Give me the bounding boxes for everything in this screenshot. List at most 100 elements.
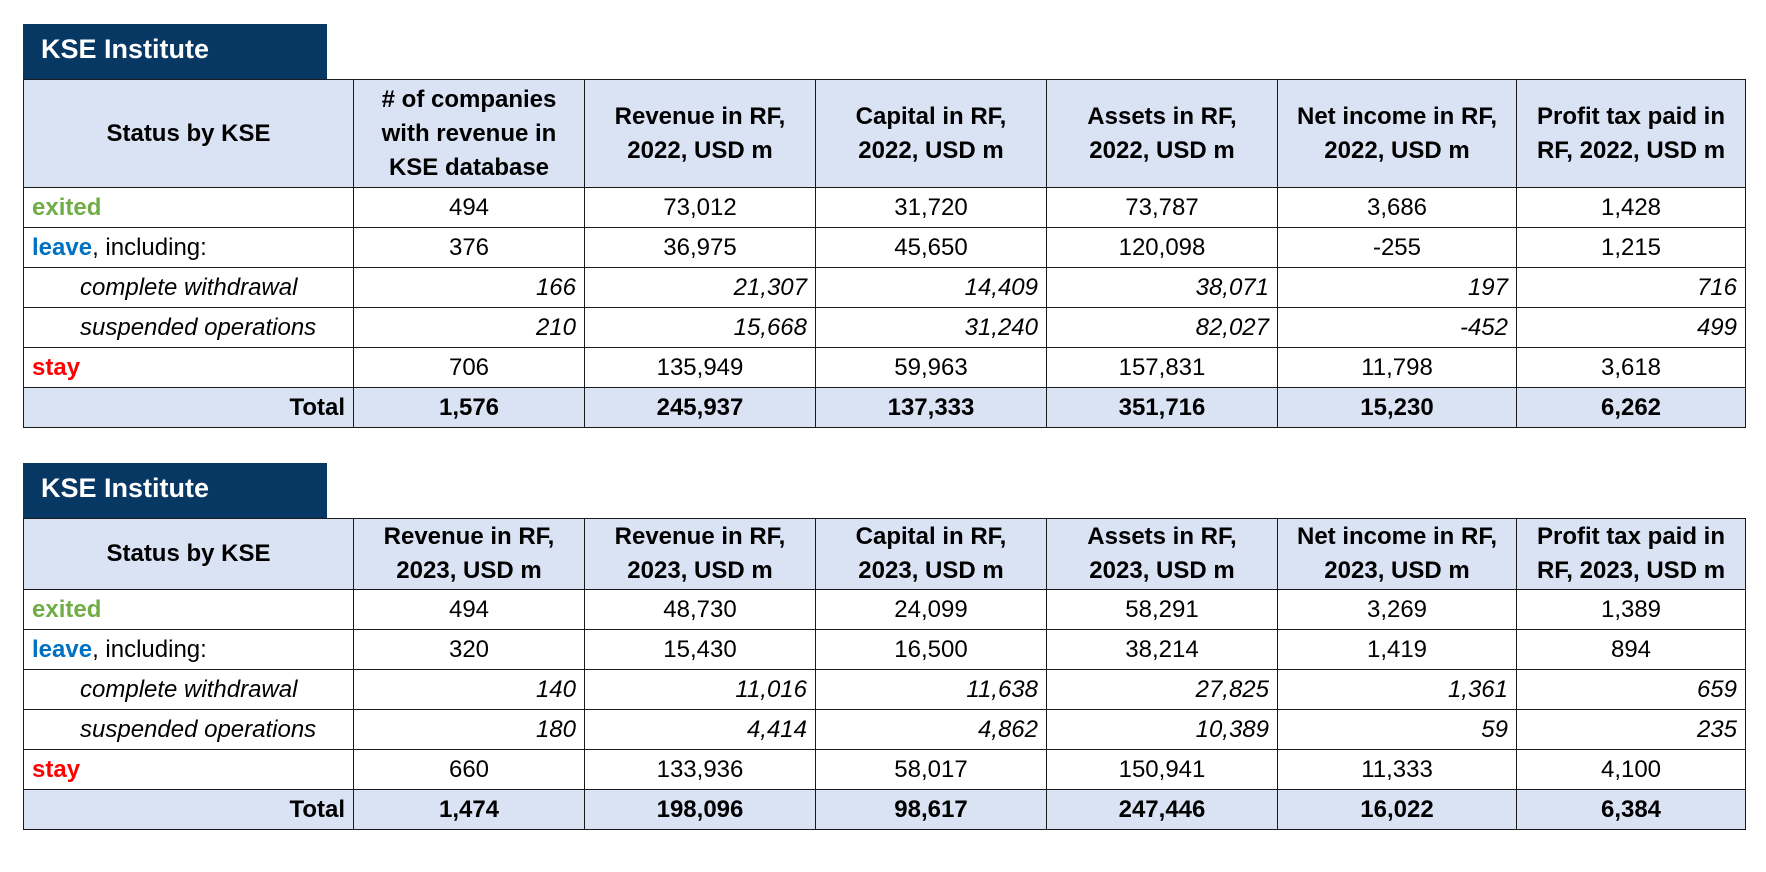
status-exited-label: exited — [32, 193, 102, 221]
total-label: Total — [23, 387, 354, 428]
value-cell: 210 — [353, 307, 585, 348]
status-leave-label: leave — [32, 635, 93, 663]
column-header: Assets in RF, 2022, USD m — [1046, 79, 1278, 188]
value-cell: 15,430 — [584, 629, 816, 670]
value-cell: 48,730 — [584, 589, 816, 630]
status-sub-label: complete withdrawal — [23, 669, 354, 710]
column-header: Profit tax paid in RF, 2023, USD m — [1516, 518, 1746, 590]
table-row: exited 494 48,730 24,099 58,291 3,269 1,… — [23, 589, 1746, 630]
total-value: 15,230 — [1277, 387, 1517, 428]
column-header: Revenue in RF, 2022, USD m — [584, 79, 816, 188]
value-cell: 4,100 — [1516, 749, 1746, 790]
table-row: suspended operations 210 15,668 31,240 8… — [23, 307, 1746, 348]
value-cell: 1,419 — [1277, 629, 1517, 670]
total-value: 351,716 — [1046, 387, 1278, 428]
total-value: 247,446 — [1046, 789, 1278, 830]
column-header: Capital in RF, 2023, USD m — [815, 518, 1047, 590]
status-suffix: , including: — [92, 635, 207, 663]
status-cell: exited — [23, 187, 354, 228]
value-cell: 494 — [353, 187, 585, 228]
status-sub-label: suspended operations — [23, 307, 354, 348]
status-cell: exited — [23, 589, 354, 630]
value-cell: 16,500 — [815, 629, 1047, 670]
value-cell: 38,071 — [1046, 267, 1278, 308]
value-cell: 197 — [1277, 267, 1517, 308]
value-cell: 11,333 — [1277, 749, 1517, 790]
status-leave-label: leave — [32, 233, 93, 261]
table-header-row: Status by KSE Revenue in RF, 2023, USD m… — [23, 518, 1746, 590]
value-cell: 10,389 — [1046, 709, 1278, 750]
value-cell: 3,686 — [1277, 187, 1517, 228]
value-cell: 31,240 — [815, 307, 1047, 348]
table-row: leave, including: 320 15,430 16,500 38,2… — [23, 629, 1746, 670]
kse-institute-badge: KSE Institute — [23, 24, 327, 79]
value-cell: 36,975 — [584, 227, 816, 268]
value-cell: 31,720 — [815, 187, 1047, 228]
value-cell: 3,618 — [1516, 347, 1746, 388]
value-cell: 15,668 — [584, 307, 816, 348]
total-value: 245,937 — [584, 387, 816, 428]
value-cell: 1,428 — [1516, 187, 1746, 228]
value-cell: 150,941 — [1046, 749, 1278, 790]
column-header: Capital in RF, 2022, USD m — [815, 79, 1047, 188]
status-suffix: , including: — [92, 233, 207, 261]
status-exited-label: exited — [32, 595, 102, 623]
value-cell: 716 — [1516, 267, 1746, 308]
table-row: stay 706 135,949 59,963 157,831 11,798 3… — [23, 347, 1746, 388]
value-cell: 73,012 — [584, 187, 816, 228]
column-header: Profit tax paid in RF, 2022, USD m — [1516, 79, 1746, 188]
column-header: Net income in RF, 2023, USD m — [1277, 518, 1517, 590]
value-cell: 135,949 — [584, 347, 816, 388]
value-cell: 1,361 — [1277, 669, 1517, 710]
table-row: suspended operations 180 4,414 4,862 10,… — [23, 709, 1746, 750]
value-cell: 11,016 — [584, 669, 816, 710]
value-cell: 140 — [353, 669, 585, 710]
value-cell: 706 — [353, 347, 585, 388]
total-value: 6,262 — [1516, 387, 1746, 428]
table-row: leave, including: 376 36,975 45,650 120,… — [23, 227, 1746, 268]
table-row: exited 494 73,012 31,720 73,787 3,686 1,… — [23, 187, 1746, 228]
column-header: Revenue in RF, 2023, USD m — [584, 518, 816, 590]
status-stay-label: stay — [32, 353, 81, 381]
value-cell: 660 — [353, 749, 585, 790]
value-cell: 11,638 — [815, 669, 1047, 710]
value-cell: 499 — [1516, 307, 1746, 348]
kse-institute-badge: KSE Institute — [23, 463, 327, 518]
data-table-2022: Status by KSE # of companies with revenu… — [23, 79, 1746, 428]
table-row: stay 660 133,936 58,017 150,941 11,333 4… — [23, 749, 1746, 790]
value-cell: 73,787 — [1046, 187, 1278, 228]
total-value: 137,333 — [815, 387, 1047, 428]
table-block-2022: KSE Institute Status by KSE # of compani… — [23, 24, 1746, 428]
column-header: Assets in RF, 2023, USD m — [1046, 518, 1278, 590]
value-cell: 1,215 — [1516, 227, 1746, 268]
value-cell: 45,650 — [815, 227, 1047, 268]
value-cell: 38,214 — [1046, 629, 1278, 670]
value-cell: 3,269 — [1277, 589, 1517, 630]
value-cell: 659 — [1516, 669, 1746, 710]
column-header: Status by KSE — [23, 518, 354, 590]
column-header: Status by KSE — [23, 79, 354, 188]
total-label: Total — [23, 789, 354, 830]
value-cell: 58,017 — [815, 749, 1047, 790]
value-cell: 1,389 — [1516, 589, 1746, 630]
total-value: 1,474 — [353, 789, 585, 830]
status-sub-label: suspended operations — [23, 709, 354, 750]
value-cell: 11,798 — [1277, 347, 1517, 388]
status-stay-label: stay — [32, 755, 81, 783]
table-block-2023: KSE Institute Status by KSE Revenue in R… — [23, 463, 1746, 830]
value-cell: 24,099 — [815, 589, 1047, 630]
value-cell: 82,027 — [1046, 307, 1278, 348]
total-row: Total 1,474 198,096 98,617 247,446 16,02… — [23, 789, 1746, 830]
value-cell: 494 — [353, 589, 585, 630]
status-cell: leave, including: — [23, 227, 354, 268]
value-cell: 27,825 — [1046, 669, 1278, 710]
table-header-row: Status by KSE # of companies with revenu… — [23, 79, 1746, 188]
table-row: complete withdrawal 166 21,307 14,409 38… — [23, 267, 1746, 308]
total-value: 1,576 — [353, 387, 585, 428]
value-cell: 376 — [353, 227, 585, 268]
value-cell: 4,862 — [815, 709, 1047, 750]
column-header: # of companies with revenue in KSE datab… — [353, 79, 585, 188]
value-cell: -255 — [1277, 227, 1517, 268]
status-cell: leave, including: — [23, 629, 354, 670]
value-cell: 320 — [353, 629, 585, 670]
